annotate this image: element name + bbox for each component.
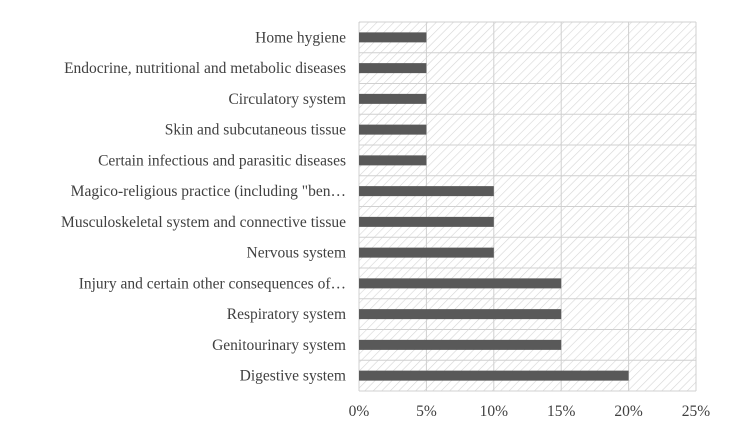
category-label: Musculoskeletal system and connective ti…	[61, 214, 346, 231]
x-tick-label: 10%	[480, 403, 509, 420]
x-tick-label: 5%	[416, 403, 437, 420]
category-label: Respiratory system	[227, 306, 346, 323]
category-labels: Home hygiene Endocrine, nutritional and m…	[61, 29, 346, 384]
bar	[359, 63, 427, 74]
x-axis-tick-labels: 0% 5% 10% 15% 20% 25%	[349, 403, 711, 420]
bars	[359, 32, 629, 381]
bar	[359, 186, 494, 197]
bar	[359, 370, 629, 381]
x-tick-label: 20%	[614, 403, 643, 420]
bar	[359, 124, 427, 135]
bar	[359, 247, 494, 258]
category-label: Digestive system	[240, 368, 346, 385]
category-label: Endocrine, nutritional and metabolic dis…	[64, 60, 346, 77]
bar	[359, 93, 427, 104]
category-label: Circulatory system	[228, 91, 346, 108]
category-label: Nervous system	[247, 245, 346, 262]
category-label: Magico-religious practice (including "be…	[71, 183, 346, 200]
x-tick-label: 0%	[349, 403, 370, 420]
bar	[359, 216, 494, 227]
category-label: Certain infectious and parasitic disease…	[98, 152, 346, 169]
bar	[359, 339, 562, 350]
bar	[359, 155, 427, 166]
x-tick-label: 25%	[682, 403, 711, 420]
category-label: Injury and certain other consequences of…	[79, 275, 346, 292]
category-label: Skin and subcutaneous tissue	[165, 122, 346, 139]
category-label: Genitourinary system	[212, 337, 346, 354]
bar	[359, 309, 562, 320]
bar	[359, 278, 562, 289]
x-tick-label: 15%	[547, 403, 576, 420]
bar	[359, 32, 427, 43]
category-label: Home hygiene	[255, 29, 346, 46]
gridlines	[358, 21, 697, 392]
